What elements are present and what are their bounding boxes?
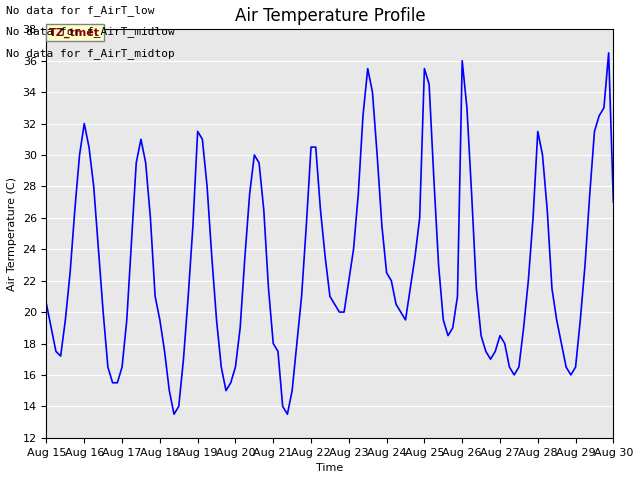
Text: No data for f_AirT_midtop: No data for f_AirT_midtop xyxy=(6,48,175,59)
Text: No data for f_AirT_low: No data for f_AirT_low xyxy=(6,5,155,16)
Y-axis label: Air Termperature (C): Air Termperature (C) xyxy=(7,177,17,290)
Text: No data for f_AirT_midlow: No data for f_AirT_midlow xyxy=(6,26,175,37)
X-axis label: Time: Time xyxy=(316,463,344,473)
Title: Air Temperature Profile: Air Temperature Profile xyxy=(235,7,425,25)
Text: TZ_tmet: TZ_tmet xyxy=(49,27,100,37)
